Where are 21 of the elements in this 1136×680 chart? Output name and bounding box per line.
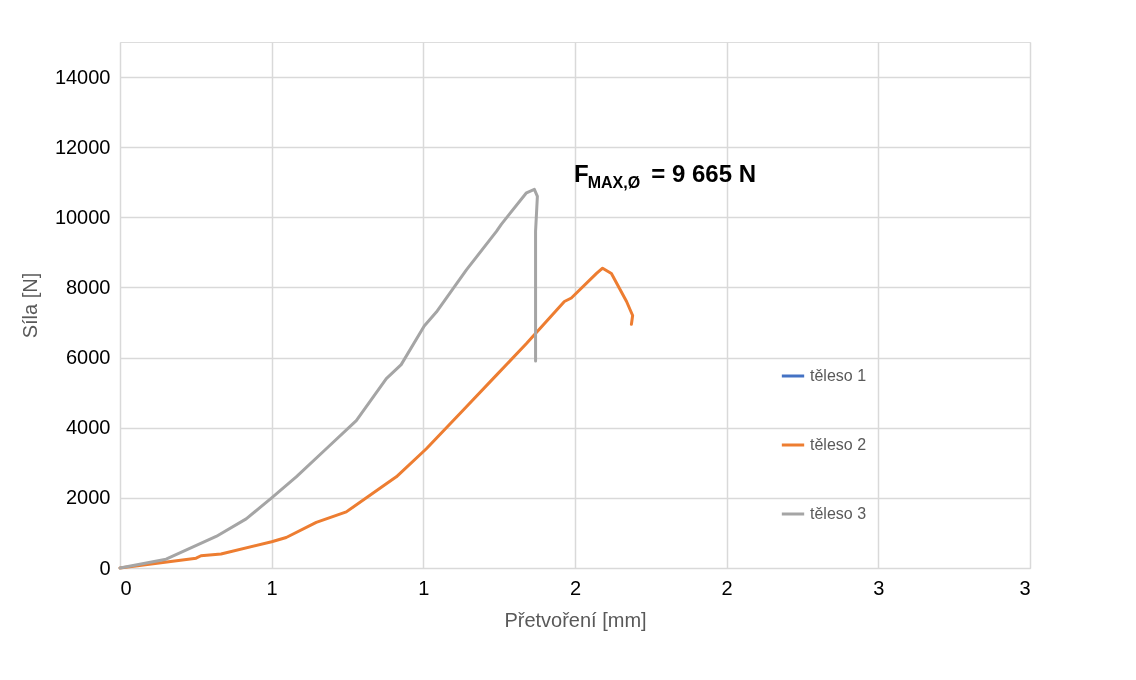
legend-label: těleso 1 — [810, 367, 867, 384]
x-tick-label: 3 — [873, 576, 885, 599]
y-tick-label: 10000 — [54, 205, 111, 228]
legend-label: těleso 2 — [810, 436, 867, 453]
y-tick-label: 8000 — [66, 275, 111, 298]
x-tick-label: 3 — [1019, 576, 1031, 599]
x-tick-label: 1 — [266, 576, 278, 599]
y-tick-label: 0 — [99, 556, 111, 579]
legend-label: těleso 3 — [810, 505, 867, 522]
y-tick-label: 14000 — [54, 65, 111, 88]
x-tick-label: 1 — [418, 576, 430, 599]
x-tick-label: 0 — [120, 576, 132, 599]
x-axis-title: Přetvoření [mm] — [504, 608, 647, 631]
y-tick-label: 2000 — [66, 486, 111, 509]
y-tick-label: 12000 — [54, 135, 111, 158]
x-tick-label: 2 — [721, 576, 733, 599]
y-tick-label: 6000 — [66, 346, 111, 369]
y-axis-title: Síla [N] — [18, 272, 41, 339]
y-tick-label: 4000 — [66, 416, 111, 439]
line-series — [118, 187, 539, 570]
x-tick-label: 2 — [569, 576, 582, 599]
